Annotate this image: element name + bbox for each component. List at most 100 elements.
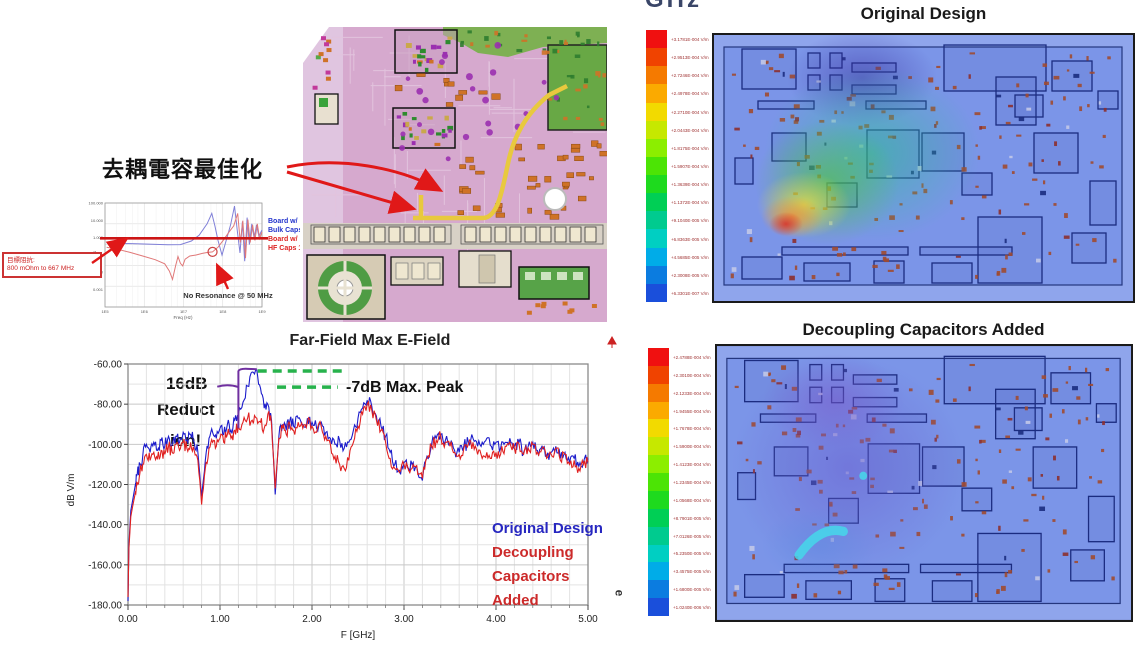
original-design-title: Original Design (860, 4, 987, 23)
circle-decor (399, 145, 405, 151)
rect-decor (1053, 75, 1060, 80)
rect-decor (541, 272, 551, 280)
bracket-hook (216, 384, 239, 389)
rect-decor (1071, 232, 1107, 264)
rect-decor (408, 127, 412, 131)
y-tick-label: -100.00 (88, 440, 122, 451)
rect-decor (1015, 448, 1021, 451)
rect-decor (1076, 396, 1081, 400)
rect-decor (1064, 213, 1068, 218)
rect-decor (455, 94, 464, 101)
circle-decor (469, 86, 476, 92)
rect-decor (1052, 519, 1056, 522)
circle-decor (485, 120, 492, 127)
circle-decor (439, 59, 445, 66)
rect-decor (1021, 548, 1025, 552)
rect-decor (417, 54, 422, 59)
rect-decor (518, 266, 590, 300)
rect-decor (752, 554, 755, 560)
rect-decor (574, 155, 584, 162)
rect-decor (961, 482, 967, 487)
colorbar-label: +1.5900E-004 V/m (673, 444, 711, 450)
rect-decor (1026, 107, 1032, 111)
imp-legend-entry: Board w/ (268, 218, 298, 225)
rect-decor (1075, 243, 1080, 246)
rect-decor (484, 36, 489, 41)
rect-decor (977, 470, 980, 475)
rect-decor (1072, 386, 1078, 391)
rect-decor (394, 84, 403, 92)
colorbar-segment (646, 265, 667, 284)
circle-decor (422, 97, 429, 104)
rect-decor (318, 52, 324, 57)
rect-decor (1048, 251, 1052, 256)
rect-decor (527, 207, 532, 214)
rect-decor (1101, 448, 1105, 453)
colorbar-label: +1.2345E-004 V/m (673, 480, 711, 485)
rect-decor (1049, 413, 1053, 418)
rect-decor (547, 44, 607, 131)
rect-decor (448, 129, 452, 133)
rect-decor (1111, 576, 1115, 581)
rect-decor (1043, 394, 1048, 398)
rect-decor (462, 188, 472, 194)
rect-decor (573, 272, 583, 280)
rect-decor (1066, 125, 1070, 129)
rect-decor (936, 377, 941, 381)
rect-decor (577, 34, 580, 38)
colorbar-segment (648, 490, 669, 509)
emi-chart: -60.00 -80.00 -100.00 -120.00 -140.00 -160.00… (66, 335, 617, 641)
rect-decor (576, 172, 586, 177)
rect-decor (873, 260, 905, 284)
rect-decor (1023, 519, 1029, 522)
rect-decor (996, 94, 1002, 98)
rect-decor (961, 487, 993, 512)
rect-decor (1032, 178, 1038, 181)
rect-decor (1084, 367, 1088, 373)
rect-decor (1062, 552, 1069, 556)
rect-decor (427, 262, 441, 280)
colorbar-label: +7.0126E-005 V/m (673, 533, 711, 539)
rect-decor (402, 111, 408, 116)
rect-decor (583, 84, 588, 89)
colorbar-segment (646, 30, 667, 49)
rect-decor (1046, 123, 1051, 127)
rect-decor (1016, 134, 1022, 137)
colorbar-label: +1.0240E-006 V/m (673, 605, 711, 611)
rect-decor (754, 146, 760, 151)
rect-decor (1014, 94, 1044, 118)
rect-decor (961, 217, 965, 221)
colorbar-segment (646, 283, 667, 302)
rect-decor (931, 262, 973, 284)
ellipse-decor (761, 507, 877, 582)
rect-decor (1073, 73, 1080, 78)
rect-decor (436, 132, 442, 136)
rect-decor (562, 181, 570, 187)
rect-decor (952, 398, 957, 402)
rect-decor (323, 58, 329, 63)
ellipse-decor (762, 353, 905, 448)
rect-decor (1009, 155, 1013, 159)
colorbar-segment (646, 193, 667, 212)
rect-decor (563, 116, 568, 121)
rect-decor (485, 44, 490, 48)
rect-decor (525, 272, 535, 280)
legend-entry: Original Design (492, 520, 603, 537)
rect-decor (968, 74, 971, 79)
rect-decor (599, 151, 607, 157)
rect-decor (326, 48, 332, 53)
rect-decor (943, 355, 1046, 405)
emi-chart-legend: Original Design Decoupling Capacitors Added (492, 517, 603, 613)
imp-y-tick: 0.001 (93, 287, 104, 292)
rect-decor (444, 115, 449, 121)
rect-decor (1011, 171, 1015, 174)
x-tick-label: 3.00 (394, 614, 414, 625)
rect-decor (969, 363, 975, 367)
x-axis-label: F [GHz] (341, 630, 376, 641)
rect-decor (436, 45, 442, 49)
x-tick-label: 0.00 (118, 614, 138, 625)
rect-decor (518, 157, 526, 162)
rect-decor (1004, 238, 1007, 244)
rect-decor (514, 143, 522, 151)
board-heatmap-decap (715, 344, 1133, 622)
